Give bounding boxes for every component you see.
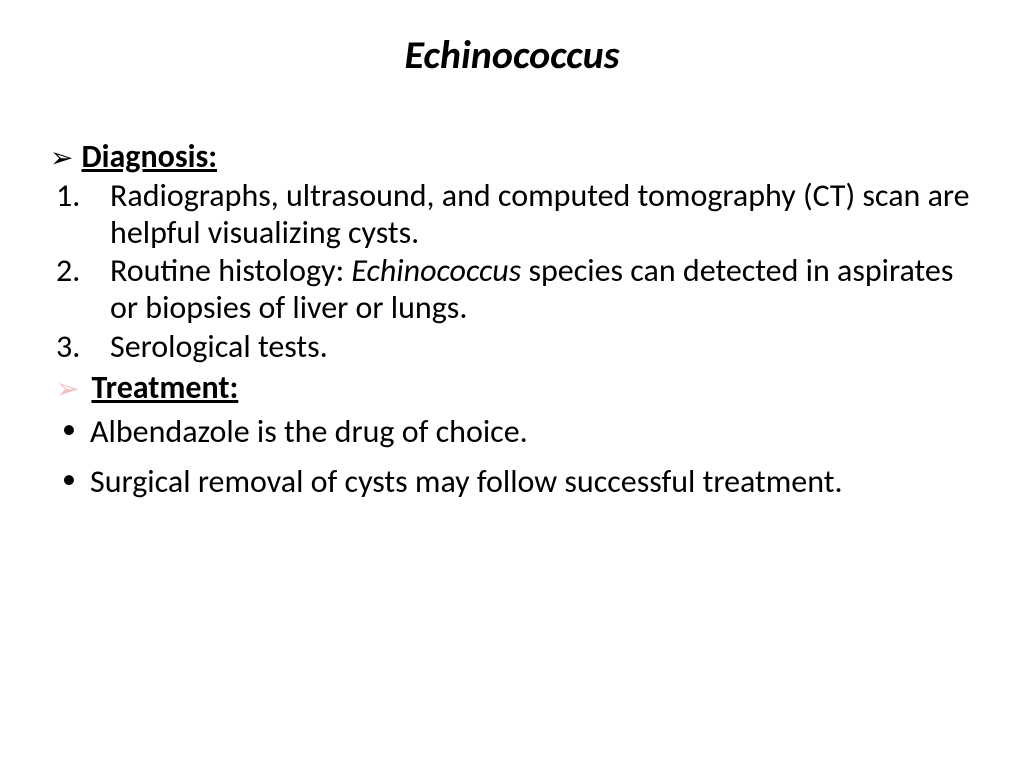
treatment-header: ➢ Treatment: [50,370,974,407]
list-item: 2. Routine histology: Echinococcus speci… [50,253,974,327]
list-item: • Surgical removal of cysts may follow s… [50,463,974,501]
diagnosis-header: ➢ Diagnosis: [50,139,974,176]
treatment-label: Treatment: [91,370,238,407]
list-text: Routine histology: Echinococcus species … [110,253,974,327]
list-item: • Albendazole is the drug of choice. [50,413,974,451]
arrow-icon: ➢ [50,142,73,174]
list-text: Albendazole is the drug of choice. [90,413,974,451]
slide-title: Echinococcus [50,30,974,79]
bullet-icon: • [50,413,90,451]
diagnosis-label: Diagnosis: [81,139,217,176]
list-item: 1. Radiographs, ultrasound, and computed… [50,178,974,252]
treatment-list: • Albendazole is the drug of choice. • S… [50,413,974,502]
list-number: 1. [50,178,110,252]
list-text: Surgical removal of cysts may follow suc… [90,463,974,501]
list-item: 3. Serological tests. [50,329,974,366]
list-text: Radiographs, ultrasound, and computed to… [110,178,974,252]
arrow-icon: ➢ [56,373,79,405]
list-text: Serological tests. [110,329,974,366]
bullet-icon: • [50,463,90,501]
list-number: 3. [50,329,110,366]
list-number: 2. [50,253,110,327]
diagnosis-list: 1. Radiographs, ultrasound, and computed… [50,178,974,366]
slide-content: ➢ Diagnosis: 1. Radiographs, ultrasound,… [50,139,974,501]
